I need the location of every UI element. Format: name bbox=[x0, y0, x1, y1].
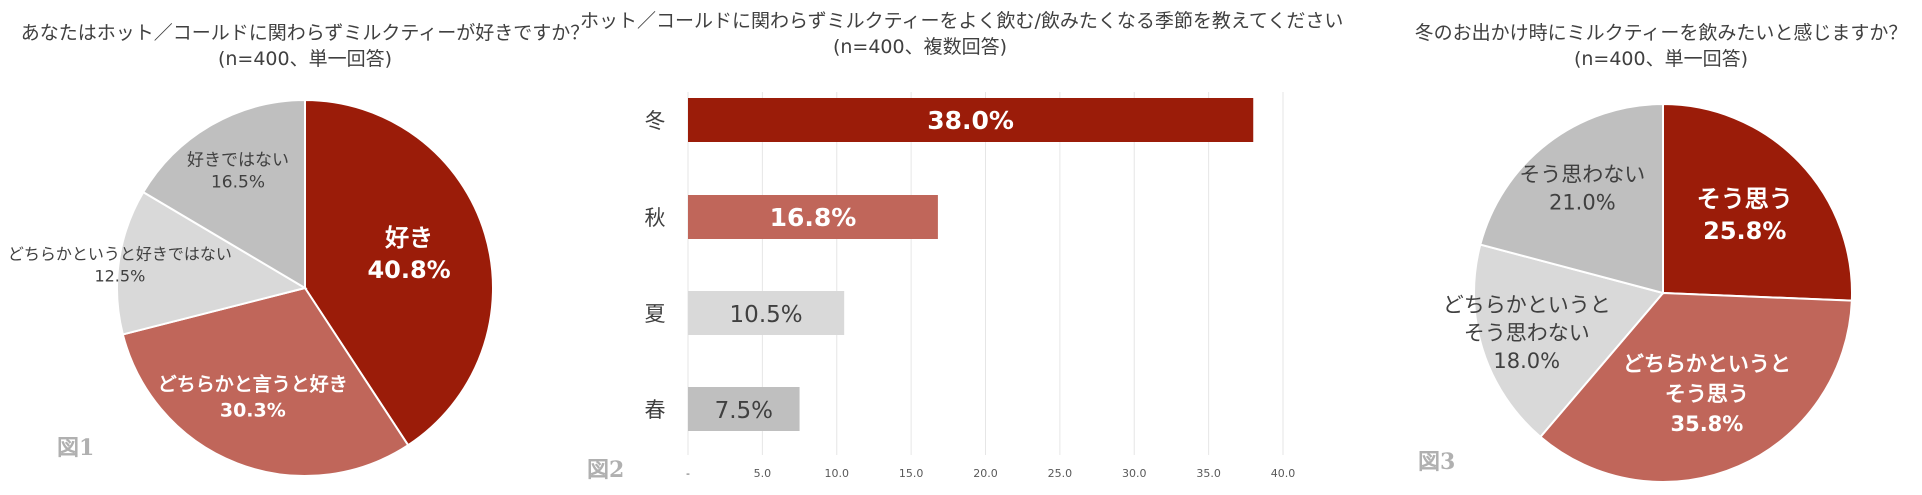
chart1-figure-label: 図1 bbox=[57, 435, 95, 461]
chart2-tick-label-7: 35.0 bbox=[1196, 467, 1221, 480]
chart3-slice-2 bbox=[1473, 243, 1665, 439]
chart2-bar-1 bbox=[688, 195, 938, 239]
chart3-slice-label-2: どちらかというとそう思わない 18.0% bbox=[1443, 293, 1611, 373]
chart3-slice-label-1: どちらかというとそう思う 35.8% bbox=[1623, 352, 1791, 436]
chart2-value-label-3: 7.5% bbox=[715, 398, 773, 424]
chart3-pie: そう思う 25.8% どちらかというとそう思う 35.8%どちらかというとそう思わない… bbox=[1443, 102, 1853, 483]
chart1-slice-label-3: 好きではない 16.5% bbox=[187, 150, 289, 192]
chart2-tick-label-6: 30.0 bbox=[1122, 467, 1147, 480]
chart2-bar-2 bbox=[688, 291, 845, 335]
chart2-tick-label-0: - bbox=[686, 467, 690, 480]
chart3-title-line1: 冬のお出かけ時にミルクティーを飲みたいと感じますか？ bbox=[1414, 22, 1908, 44]
chart1-slice-3 bbox=[141, 98, 306, 290]
chart2-category-label-1: 秋 bbox=[645, 206, 666, 230]
chart2-tick-label-4: 20.0 bbox=[973, 467, 998, 480]
chart2-value-label-1: 16.8% bbox=[770, 203, 857, 232]
chart2-tick-label-8: 40.0 bbox=[1271, 467, 1296, 480]
chart1-slice-label-2: どちらかというと好きではない 12.5% bbox=[8, 245, 232, 286]
chart3-slice-label-3: そう思わない 21.0% bbox=[1519, 162, 1645, 214]
chart2-bar-0 bbox=[688, 98, 1254, 142]
chart2-tick-label-3: 15.0 bbox=[899, 467, 924, 480]
chart2-bar: - 5.0 10.0 15.0 20.0 25.0 30.0 35.0 40.0 冬 38.0% 秋 1… bbox=[645, 92, 1296, 480]
chart2-title-line2: (n=400、複数回答) bbox=[832, 36, 1008, 58]
chart2-bar-3 bbox=[688, 387, 800, 431]
chart3-slice-label-0: そう思う 25.8% bbox=[1697, 185, 1793, 245]
chart2-category-label-0: 冬 bbox=[645, 109, 666, 133]
chart2-tick-label-2: 10.0 bbox=[825, 467, 850, 480]
chart2-title-line1: ホット／コールドに関わらずミルクティーをよく飲む/飲みたくなる季節を教えてくださ… bbox=[580, 10, 1344, 32]
chart-panel-1: あなたはホット／コールドに関わらずミルクティーが好きですか？ (n=400、単一… bbox=[0, 0, 610, 495]
chart2-tick-label-5: 25.0 bbox=[1048, 467, 1073, 480]
chart3-title-line2: (n=400、単一回答) bbox=[1573, 48, 1749, 70]
chart3-figure-label: 図3 bbox=[1418, 449, 1456, 475]
chart-panel-3: 冬のお出かけ時にミルクティーを飲みたいと感じますか？ (n=400、単一回答) … bbox=[1400, 0, 1922, 495]
chart-panel-2: ホット／コールドに関わらずミルクティーをよく飲む/飲みたくなる季節を教えてくださ… bbox=[580, 0, 1344, 495]
chart2-category-label-3: 春 bbox=[645, 398, 666, 422]
chart2-tick-label-1: 5.0 bbox=[754, 467, 772, 480]
chart1-slice-label-0: 好き 40.8% bbox=[367, 224, 450, 284]
chart3-slice-3 bbox=[1479, 102, 1664, 295]
chart1-title-line1: あなたはホット／コールドに関わらずミルクティーが好きですか？ bbox=[20, 22, 590, 44]
chart2-category-label-2: 夏 bbox=[645, 302, 666, 326]
chart1-slice-2 bbox=[116, 190, 308, 336]
chart2-figure-label: 図2 bbox=[587, 457, 625, 483]
chart1-slice-label-1: どちらかと言うと好き 30.3% bbox=[158, 372, 348, 421]
chart2-value-label-0: 38.0% bbox=[927, 106, 1014, 135]
chart2-value-label-2: 10.5% bbox=[730, 302, 803, 328]
chart1-slice-1 bbox=[121, 286, 410, 477]
chart1-title-line2: (n=400、単一回答) bbox=[217, 48, 393, 70]
chart3-slice-0 bbox=[1662, 102, 1853, 302]
chart1-pie: 好き 40.8% どちらかと言うと好き 30.3% どちらかというと好きではない 12.5… bbox=[8, 98, 494, 477]
chart3-slice-1 bbox=[1539, 291, 1853, 483]
